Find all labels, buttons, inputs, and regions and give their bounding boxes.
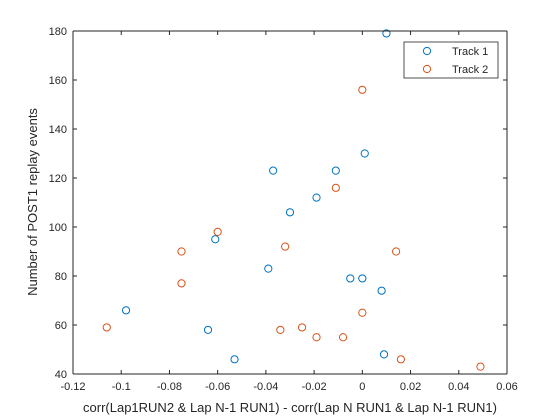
y-axis-label: Number of POST1 replay events	[25, 108, 40, 296]
data-point	[346, 274, 355, 283]
data-points	[102, 29, 485, 371]
x-tick-label: -0.06	[205, 381, 230, 393]
data-point	[264, 264, 273, 273]
x-tick-label: 0.02	[400, 381, 421, 393]
data-point	[297, 323, 307, 332]
data-point	[269, 166, 278, 175]
data-point	[382, 29, 391, 38]
x-tick-label: -0.08	[157, 381, 182, 393]
series-2	[102, 85, 485, 371]
data-point	[211, 235, 220, 244]
legend-label-track-2: Track 2	[452, 64, 488, 76]
data-point	[276, 325, 285, 334]
data-point	[102, 323, 111, 332]
data-point	[331, 166, 340, 175]
data-point	[230, 355, 239, 364]
legend-marker-track-1	[422, 46, 432, 56]
y-tick-label: 140	[49, 124, 67, 136]
series-1	[121, 29, 391, 364]
plot-area	[73, 31, 507, 374]
data-point	[360, 149, 369, 158]
data-point	[285, 208, 295, 217]
data-point	[312, 333, 321, 342]
y-ticks: 40 60 80 100 120 140 160 180	[49, 26, 507, 381]
data-point	[377, 286, 386, 295]
data-point	[379, 350, 389, 359]
x-ticks: -0.12 -0.1 -0.08 -0.06 -0.04 -0.02 0 0.02 0.04 0.…	[60, 31, 518, 393]
y-tick-label: 100	[49, 222, 67, 234]
data-point	[213, 227, 222, 236]
y-tick-label: 40	[55, 369, 67, 381]
data-point	[358, 274, 367, 283]
data-point	[281, 242, 290, 251]
y-tick-label: 120	[49, 173, 67, 185]
data-point	[338, 333, 348, 342]
x-axis-label: corr(Lap1RUN2 & Lap N-1 RUN1) - corr(Lap…	[83, 400, 497, 415]
x-tick-label: -0.12	[60, 381, 85, 393]
data-point	[177, 279, 186, 288]
data-point	[177, 247, 186, 256]
legend-label-track-1: Track 1	[452, 46, 488, 58]
legend-marker-track-2	[422, 64, 432, 74]
y-tick-label: 180	[49, 26, 67, 38]
data-point	[312, 193, 321, 202]
y-tick-label: 160	[49, 75, 67, 87]
data-point	[203, 325, 213, 334]
legend-box	[403, 41, 499, 79]
x-tick-label: 0.04	[448, 381, 469, 393]
axes	[72, 30, 508, 375]
data-point	[476, 362, 485, 371]
x-tick-label: 0.06	[496, 381, 517, 393]
data-point	[358, 85, 367, 94]
data-point	[396, 355, 406, 364]
x-tick-label: -0.1	[112, 381, 131, 393]
y-tick-label: 80	[55, 271, 67, 283]
x-tick-label: -0.04	[253, 381, 278, 393]
x-tick-label: 0	[359, 381, 365, 393]
data-point	[391, 247, 401, 256]
data-point	[331, 183, 340, 192]
y-tick-label: 60	[55, 320, 67, 332]
data-point	[121, 306, 131, 315]
legend: Track 1 Track 2	[403, 41, 499, 79]
x-tick-label: -0.02	[302, 381, 327, 393]
data-point	[358, 308, 367, 317]
